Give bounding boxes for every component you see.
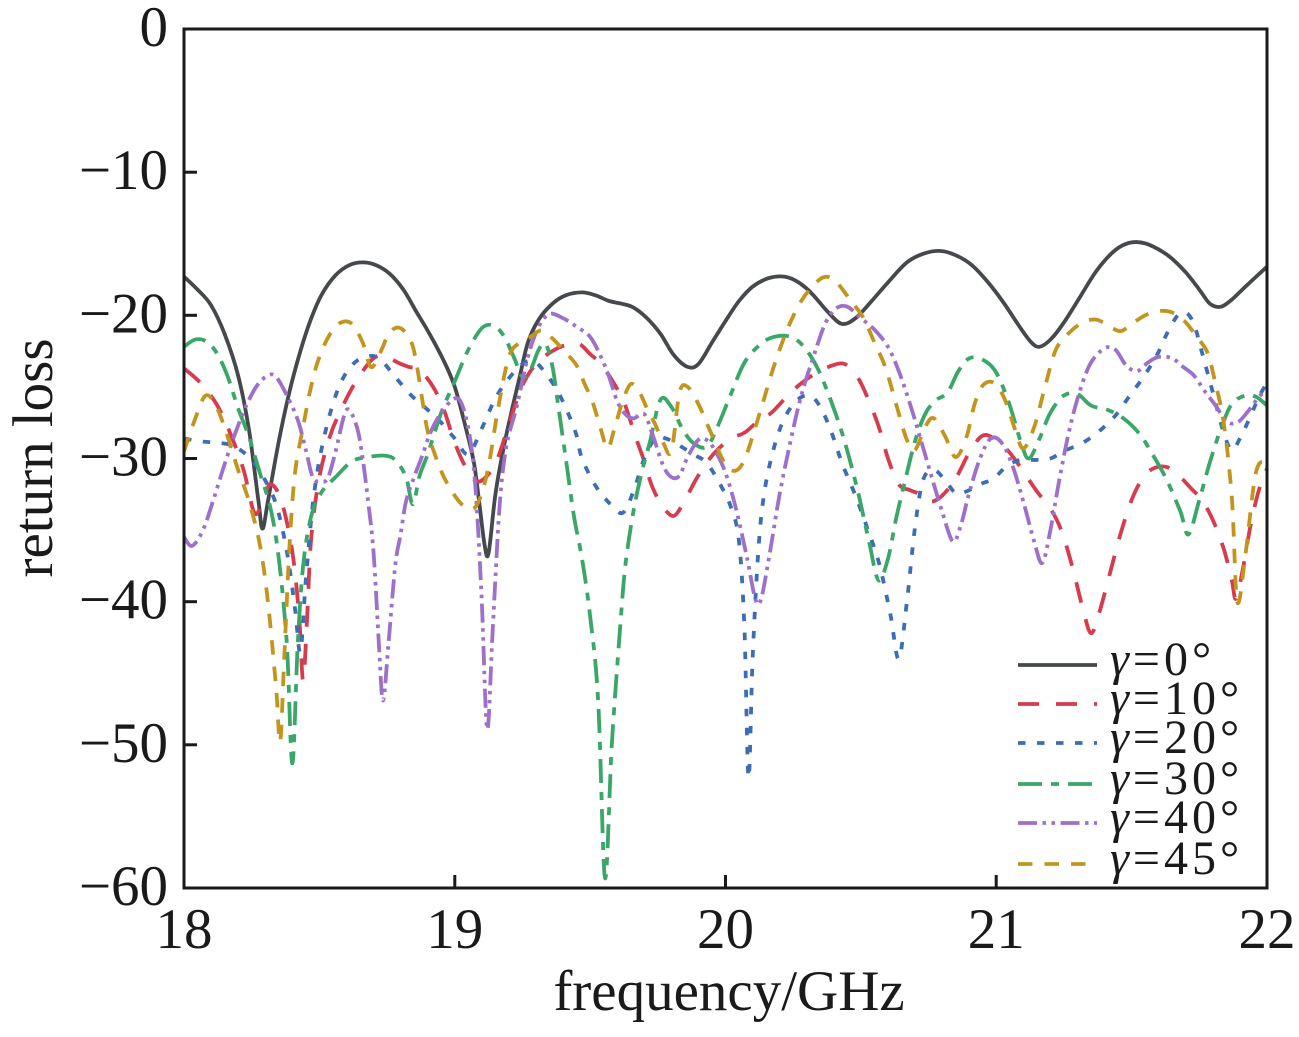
- svg-text:−40: −40: [79, 569, 168, 632]
- svg-text:−10: −10: [79, 139, 168, 202]
- svg-text:γ=20°: γ=20°: [1110, 711, 1243, 764]
- svg-text:return loss: return loss: [2, 338, 65, 577]
- svg-text:frequency/GHz: frequency/GHz: [553, 960, 904, 1023]
- svg-text:0: 0: [140, 0, 169, 59]
- svg-text:20: 20: [697, 898, 754, 961]
- svg-text:22: 22: [1239, 898, 1296, 961]
- svg-text:γ=40°: γ=40°: [1110, 791, 1243, 844]
- svg-text:γ=30°: γ=30°: [1110, 752, 1243, 805]
- svg-text:21: 21: [968, 898, 1025, 961]
- svg-text:−60: −60: [79, 855, 168, 918]
- svg-text:18: 18: [156, 898, 213, 961]
- svg-text:−50: −50: [79, 712, 168, 775]
- svg-text:−30: −30: [79, 426, 168, 489]
- svg-text:γ=0°: γ=0°: [1110, 633, 1215, 686]
- svg-text:γ=45°: γ=45°: [1110, 832, 1243, 885]
- svg-text:γ=10°: γ=10°: [1110, 672, 1243, 725]
- svg-text:19: 19: [426, 898, 483, 961]
- svg-text:−20: −20: [79, 282, 168, 345]
